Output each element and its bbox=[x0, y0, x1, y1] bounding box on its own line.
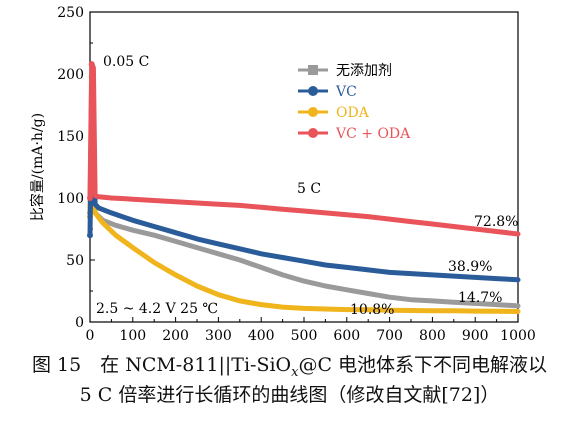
x-tick-label: 700 bbox=[376, 328, 403, 344]
x-tick-label: 1000 bbox=[500, 328, 536, 344]
y-tick-label: 50 bbox=[66, 253, 84, 269]
legend-label: 无添加剂 bbox=[336, 63, 392, 79]
x-tick-label: 500 bbox=[291, 328, 318, 344]
retention-label: 72.8% bbox=[474, 214, 518, 230]
x-tick-label: 900 bbox=[462, 328, 489, 344]
legend-marker bbox=[308, 107, 318, 117]
series-line bbox=[87, 96, 521, 314]
cycle-performance-chart: 0 100 200 300 400 500 600 700 800 900 1000 0 50 100 15… bbox=[29, 5, 536, 344]
legend-marker bbox=[308, 86, 318, 96]
series-line bbox=[87, 61, 521, 237]
legend-marker bbox=[308, 65, 318, 75]
y-tick-label: 150 bbox=[57, 129, 84, 145]
y-tick-label: 250 bbox=[57, 5, 84, 21]
data-point bbox=[88, 61, 95, 68]
x-tick-label: 400 bbox=[248, 328, 275, 344]
legend-marker bbox=[308, 128, 318, 138]
legend-label: VC bbox=[335, 84, 357, 100]
y-tick-label: 200 bbox=[57, 67, 84, 83]
x-tick-label: 800 bbox=[419, 328, 446, 344]
annotation-rate-low: 0.05 C bbox=[103, 54, 149, 70]
series-line bbox=[87, 108, 521, 283]
retention-label: 38.9% bbox=[448, 259, 492, 275]
data-point bbox=[87, 232, 93, 239]
y-tick-label: 0 bbox=[75, 315, 84, 331]
legend-label: ODA bbox=[336, 105, 370, 121]
retention-label: 14.7% bbox=[458, 290, 502, 306]
x-tick-label: 600 bbox=[333, 328, 360, 344]
figure-caption-line1: 图 15 在 NCM-811||Ti-SiOx@C 电池体系下不同电解液以 bbox=[31, 354, 548, 380]
y-axis-label: 比容量/(mA·h/g) bbox=[29, 113, 46, 221]
x-tick-label: 100 bbox=[119, 328, 146, 344]
figure-caption-line2: 5 C 倍率进行长循环的曲线图（修改自文献[72]） bbox=[79, 384, 500, 406]
data-point bbox=[87, 195, 93, 201]
x-tick-label: 300 bbox=[205, 328, 232, 344]
retention-label: 10.8% bbox=[350, 302, 394, 318]
annotation-rate-high: 5 C bbox=[297, 181, 321, 197]
x-tick-label: 200 bbox=[162, 328, 189, 344]
legend-label: VC + ODA bbox=[335, 126, 411, 142]
y-tick-label: 100 bbox=[57, 191, 84, 207]
annotation-conditions: 2.5 ~ 4.2 V 25 ℃ bbox=[96, 301, 218, 317]
x-tick-label: 0 bbox=[86, 328, 95, 344]
